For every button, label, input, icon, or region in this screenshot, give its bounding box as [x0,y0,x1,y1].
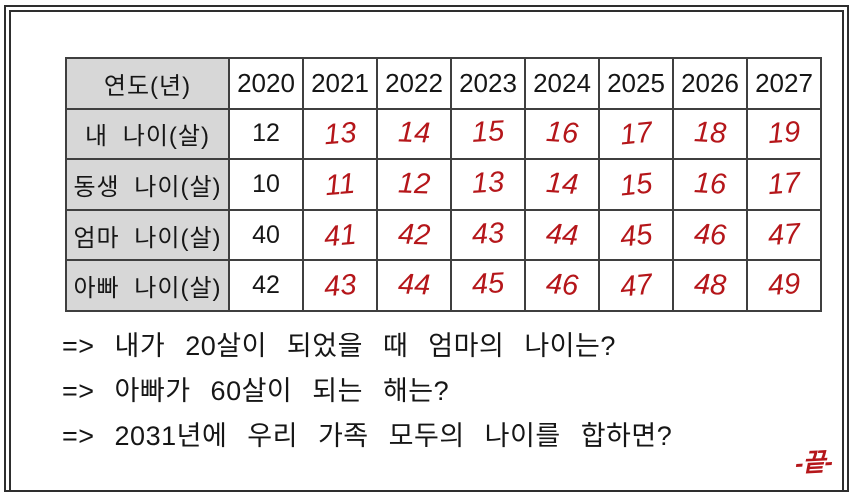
table-header-row: 연도(년) 2020 2021 2022 2023 2024 2025 2026… [65,57,822,110]
handwritten-age: 16 [693,167,727,201]
handwritten-age: 47 [618,268,654,304]
handwritten-age-cell: 43 [450,208,526,262]
handwritten-age: 15 [618,167,654,203]
handwritten-age-cell: 11 [302,158,378,211]
handwritten-age-cell: 46 [672,208,748,262]
handwritten-age: 47 [766,217,802,252]
handwritten-age-cell: 47 [746,208,822,262]
handwritten-age-cell: 16 [672,158,748,211]
handwritten-age: 15 [470,115,505,150]
table-row-my-age: 내 나이(살) 12 13 14 15 16 17 18 19 [65,107,822,161]
handwritten-age-cell: 15 [450,107,526,161]
handwritten-age-cell: 13 [450,158,526,211]
question-list: => 내가 20살이 되었을 때 엄마의 나이는? => 아빠가 60살이 되는… [62,324,824,459]
table-row-sibling-age: 동생 나이(살) 10 11 12 13 14 15 16 17 [65,158,822,211]
handwritten-age-cell: 44 [376,259,452,312]
handwritten-age: 43 [470,216,505,251]
row-label: 아빠 나이(살) [65,259,230,312]
handwritten-age: 11 [323,167,357,203]
year-cell: 2020 [228,57,304,110]
handwritten-age: 17 [618,116,654,152]
handwritten-age: 18 [693,116,727,151]
handwritten-age: 14 [397,116,431,150]
handwritten-age-cell: 17 [598,107,674,161]
table-row-mom-age: 엄마 나이(살) 40 41 42 43 44 45 46 47 [65,208,822,262]
handwritten-age-cell: 45 [450,259,526,312]
year-cell: 2025 [598,57,674,110]
handwritten-age-cell: 14 [376,107,452,161]
row-label: 동생 나이(살) [65,158,230,211]
year-cell: 2024 [524,57,600,110]
year-cell: 2023 [450,57,526,110]
year-cell: 2022 [376,57,452,110]
handwritten-age-cell: 13 [302,107,378,161]
handwritten-age: 48 [693,268,727,302]
handwritten-age-cell: 42 [376,208,452,262]
year-cell: 2021 [302,57,378,110]
handwritten-age-cell: 16 [524,107,600,161]
handwritten-age: 45 [618,217,654,254]
question-mom-age: => 내가 20살이 되었을 때 엄마의 나이는? [62,331,616,361]
printed-age-cell: 10 [228,158,304,211]
end-mark: -끝- [794,448,833,478]
handwritten-age: 43 [322,268,358,304]
handwritten-age: 44 [544,217,580,252]
handwritten-age-cell: 44 [524,208,600,262]
handwritten-age: 14 [544,166,580,202]
handwritten-age-cell: 41 [302,208,378,262]
handwritten-age: 13 [322,117,358,152]
handwritten-age: 44 [397,268,431,302]
handwritten-age: 45 [470,267,505,301]
handwritten-age: 19 [766,116,802,151]
year-cell: 2026 [672,57,748,110]
handwritten-age: 17 [766,166,802,202]
row-label: 엄마 나이(살) [65,208,230,262]
handwritten-age-cell: 15 [598,158,674,211]
question-dad-60: => 아빠가 60살이 되는 해는? [62,376,450,406]
handwritten-age: 13 [470,166,505,200]
handwritten-age-cell: 14 [524,158,600,211]
handwritten-age-cell: 17 [746,158,822,211]
handwritten-age-cell: 45 [598,208,674,262]
table-row-dad-age: 아빠 나이(살) 42 43 44 45 46 47 48 49 [65,259,822,312]
year-header-label: 연도(년) [65,57,230,110]
printed-age-cell: 40 [228,208,304,262]
handwritten-age: 46 [544,268,580,303]
printed-age-cell: 12 [228,107,304,161]
handwritten-age: 41 [322,218,358,253]
handwritten-age-cell: 12 [376,158,452,211]
handwritten-age-cell: 48 [672,259,748,312]
handwritten-age: 12 [397,167,431,201]
handwritten-age: 49 [766,268,802,303]
handwritten-age: 42 [397,218,431,252]
handwritten-age-cell: 18 [672,107,748,161]
handwritten-age-cell: 49 [746,259,822,312]
year-cell: 2027 [746,57,822,110]
handwritten-age-cell: 47 [598,259,674,312]
handwritten-age: 46 [693,217,727,252]
handwritten-age-cell: 43 [302,259,378,312]
handwritten-age-cell: 46 [524,259,600,312]
handwritten-age: 16 [544,116,580,151]
family-ages-table: 연도(년) 2020 2021 2022 2023 2024 2025 2026… [65,57,822,312]
row-label: 내 나이(살) [65,107,230,161]
handwritten-age-cell: 19 [746,107,822,161]
question-sum-2031: => 2031년에 우리 가족 모두의 나이를 합하면? [62,421,673,451]
printed-age-cell: 42 [228,259,304,312]
